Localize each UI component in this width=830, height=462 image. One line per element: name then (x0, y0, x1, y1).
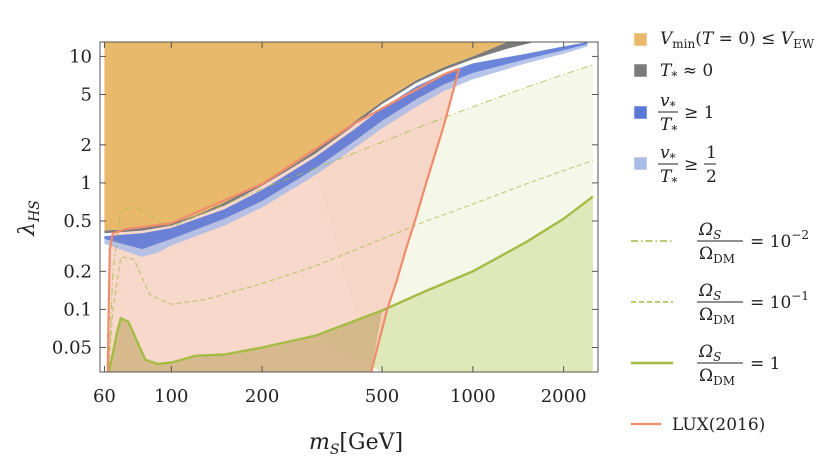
legend-frac-vt1: v*T* (658, 91, 678, 137)
legend-frac-vthalf: v*T* (658, 143, 678, 189)
legend-frac-vthalf-num: v* (660, 143, 676, 165)
x-tick-label: 1000 (450, 386, 496, 407)
legend-label-lux: LUX(2016) (672, 415, 765, 435)
relic-1-line (107, 195, 594, 372)
relic-1e-2-line (108, 64, 594, 368)
vt-one-region (104, 42, 588, 250)
legend-relic-1e-1-frac-num: ΩS (698, 281, 721, 303)
x-tick-label: 2000 (541, 386, 587, 407)
legend-relic-1e-2-label: = 10−2 (750, 228, 809, 252)
legend-label-vt1: ≥ 1 (684, 103, 714, 123)
legend-relic-1e-2-frac-den: ΩDM (699, 244, 735, 266)
relic-dark-region (315, 196, 593, 372)
lux-line-left (106, 67, 460, 372)
x-axis-title: mS[GeV] (309, 430, 403, 458)
y-tick-label: 1 (81, 173, 92, 194)
legend-frac-vt1-den: T* (660, 115, 677, 137)
legend-frac-half-den: 2 (706, 167, 717, 187)
legend-swatch-vthalf (633, 156, 648, 171)
plot-area (104, 42, 594, 372)
legend-frac-half: 12 (704, 143, 717, 187)
legend-relic-1-frac-num: ΩS (698, 342, 721, 364)
axis-ticks: 60 100 200 500 1000 2000 0.05 0.1 0.2 0.5 1 2 5 10 (52, 42, 598, 407)
lux-excluded-region (107, 68, 460, 372)
y-tick-label: 0.5 (63, 211, 92, 232)
y-tick-label: 0.05 (52, 337, 92, 358)
y-tick-label: 10 (69, 46, 92, 67)
legend-relic-1e-1-label: = 10−1 (750, 289, 809, 313)
legend-label-vmin: Vmin(T = 0) ≤ VEW (660, 29, 815, 51)
y-axis-title: λHS (15, 200, 43, 237)
y-tick-label: 0.2 (63, 261, 92, 282)
legend-swatch-vmin (633, 32, 648, 47)
plot-frame (99, 41, 599, 373)
legend-frac-half-num: 1 (706, 143, 717, 163)
legend-relic-1-label: = 1 (750, 354, 780, 374)
y-tick-label: 5 (81, 84, 92, 105)
legend-label-tstar: T* ≈ 0 (660, 61, 713, 83)
x-tick-label: 100 (154, 386, 188, 407)
lux-line-right (370, 68, 461, 372)
relic-1e-1-line (108, 160, 594, 368)
y-tick-label: 0.1 (63, 299, 92, 320)
legend-label-vthalf-ge: ≥ (684, 155, 698, 175)
legend-relic-1-frac-den: ΩDM (699, 366, 735, 388)
plot-border (99, 41, 599, 373)
x-tick-label: 500 (365, 386, 399, 407)
relic-overlap-region (108, 310, 383, 372)
vmin-region (104, 42, 508, 231)
legend-swatch-vt1 (633, 105, 648, 120)
x-tick-label: 200 (245, 386, 279, 407)
legend-relic-1e-1-frac-den: ΩDM (699, 305, 735, 327)
legend-relic-1e-2-frac-num: ΩS (698, 220, 721, 242)
legend-swatch-tstar (633, 63, 648, 78)
legend-frac-vthalf-den: T* (660, 167, 677, 189)
y-tick-label: 2 (81, 135, 92, 156)
legend-frac-vt1-num: v* (660, 91, 676, 113)
vt-half-region (104, 44, 588, 257)
x-tick-label: 60 (93, 386, 116, 407)
